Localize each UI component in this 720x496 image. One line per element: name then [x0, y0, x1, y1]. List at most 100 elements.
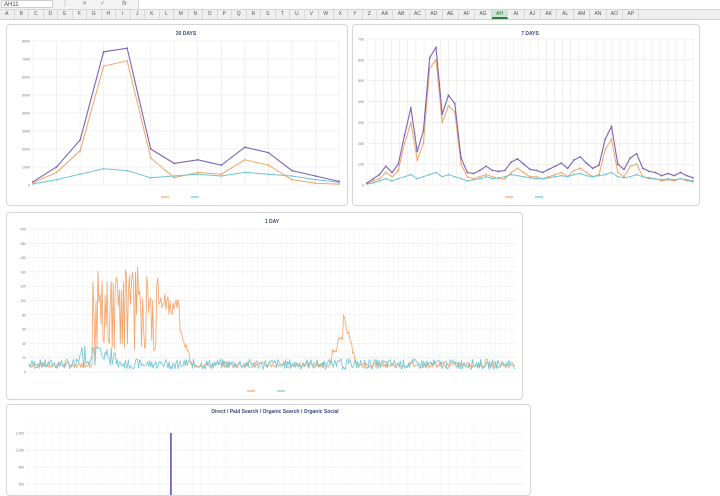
- chart-30-days-svg: 30 DAYS 0 1000 2000 3000 4000 5000 6000 7000 8000: [22, 31, 340, 198]
- column-header-q[interactable]: Q: [232, 10, 247, 19]
- data-point: [591, 167, 594, 170]
- column-header-ag[interactable]: AG: [475, 10, 492, 19]
- data-point: [541, 177, 544, 180]
- chart-title: Direct / Paid Search / Organic Search / …: [211, 409, 339, 415]
- column-header-al[interactable]: AL: [557, 10, 574, 19]
- column-header-p[interactable]: P: [218, 10, 232, 19]
- name-box[interactable]: AH11: [1, 0, 53, 8]
- data-point: [635, 163, 638, 166]
- data-point: [522, 175, 525, 178]
- column-header-ae[interactable]: AE: [443, 10, 459, 19]
- data-point: [79, 149, 81, 152]
- column-header-j[interactable]: J: [131, 10, 145, 19]
- y-tick-label: 1000: [22, 166, 30, 170]
- cancel-icon[interactable]: ✕: [82, 1, 88, 7]
- column-header-g[interactable]: G: [87, 10, 102, 19]
- column-header-ak[interactable]: AK: [541, 10, 558, 19]
- column-header-x[interactable]: X: [334, 10, 348, 19]
- column-header-s[interactable]: S: [261, 10, 276, 19]
- column-header-ad[interactable]: AD: [426, 10, 443, 19]
- data-point: [685, 174, 688, 177]
- column-header-an[interactable]: AN: [590, 10, 607, 19]
- y-tick-label: 5000: [22, 94, 30, 98]
- enter-icon[interactable]: ✓: [100, 1, 106, 7]
- chart-channels[interactable]: Direct / Paid Search / Organic Search / …: [6, 404, 531, 496]
- chart-1-day[interactable]: 1 DAY 0 20 40 60 80 100 120 140 160 180 200: [6, 212, 523, 400]
- column-header-ac[interactable]: AC: [410, 10, 427, 19]
- data-point: [610, 138, 613, 141]
- data-point: [102, 167, 105, 170]
- y-tick-label: 0: [24, 371, 26, 375]
- column-header-n[interactable]: N: [189, 10, 203, 19]
- data-point: [598, 174, 600, 177]
- data-point: [522, 163, 525, 166]
- column-header-r[interactable]: R: [247, 10, 261, 19]
- chart-30-days[interactable]: 30 DAYS 0 1000 2000 3000 4000 5000 6000 7000 8000: [6, 24, 348, 206]
- data-point: [485, 175, 488, 178]
- chart-title: 7 DAYS: [521, 31, 539, 37]
- formula-input[interactable]: [138, 0, 720, 9]
- data-point: [173, 175, 176, 177]
- column-header-e[interactable]: E: [58, 10, 73, 19]
- column-header-ao[interactable]: AO: [607, 10, 623, 19]
- column-header-a[interactable]: A: [0, 10, 15, 19]
- data-point: [243, 171, 246, 174]
- column-header-ap[interactable]: AP: [623, 10, 640, 19]
- column-header-af[interactable]: AF: [459, 10, 476, 19]
- column-header-i[interactable]: I: [116, 10, 131, 19]
- data-point: [535, 169, 538, 172]
- data-point: [384, 177, 387, 180]
- data-point: [422, 142, 425, 145]
- data-point: [585, 171, 588, 174]
- y-tick-label: 180: [20, 242, 26, 246]
- data-point: [220, 173, 223, 176]
- column-header-t[interactable]: T: [276, 10, 290, 19]
- data-point: [635, 173, 638, 176]
- chart-1-day-svg: 1 DAY 0 20 40 60 80 100 120 140 160 180 200: [20, 219, 516, 392]
- y-tick-label: 700: [358, 38, 364, 42]
- column-header-y[interactable]: Y: [348, 10, 363, 19]
- column-header-f[interactable]: F: [73, 10, 87, 19]
- column-header-c[interactable]: C: [29, 10, 44, 19]
- data-point: [267, 151, 270, 154]
- series-line-0: [32, 60, 340, 185]
- column-header-am[interactable]: AM: [574, 10, 591, 19]
- sheet-grid[interactable]: 30 DAYS 0 1000 2000 3000 4000 5000 6000 7000 8000…: [0, 20, 720, 496]
- data-point: [579, 172, 582, 175]
- column-header-w[interactable]: W: [319, 10, 334, 19]
- column-header-aj[interactable]: AJ: [525, 10, 541, 19]
- data-point: [384, 171, 387, 174]
- column-header-b[interactable]: B: [15, 10, 29, 19]
- data-point: [585, 162, 588, 165]
- column-header-m[interactable]: M: [174, 10, 189, 19]
- column-header-ab[interactable]: AB: [393, 10, 410, 19]
- data-point: [673, 178, 676, 181]
- column-header-h[interactable]: H: [102, 10, 116, 19]
- data-point: [623, 176, 625, 179]
- data-point: [416, 159, 419, 161]
- data-point: [149, 176, 152, 179]
- column-header-v[interactable]: V: [305, 10, 319, 19]
- column-header-aa[interactable]: AA: [377, 10, 394, 19]
- fx-icon[interactable]: fx: [122, 1, 127, 7]
- column-header-d[interactable]: D: [44, 10, 58, 19]
- column-header-k[interactable]: K: [145, 10, 160, 19]
- data-point: [510, 173, 513, 176]
- data-point: [32, 180, 34, 183]
- data-point: [243, 158, 246, 161]
- data-point: [79, 173, 81, 176]
- data-point: [554, 173, 556, 176]
- column-header-ai[interactable]: AI: [508, 10, 525, 19]
- dropdown-icon[interactable]: ⋮: [62, 1, 68, 7]
- data-point: [679, 171, 682, 174]
- data-point: [428, 173, 431, 176]
- column-header-o[interactable]: O: [203, 10, 218, 19]
- column-header-l[interactable]: L: [160, 10, 174, 19]
- column-header-ah[interactable]: AH: [491, 10, 509, 19]
- y-tick-label: 600: [358, 58, 364, 62]
- data-point: [535, 177, 538, 180]
- column-header-u[interactable]: U: [290, 10, 305, 19]
- data-point: [441, 175, 444, 178]
- chart-7-days[interactable]: 7 DAYS 0 100 200 300 400 500 600 700: [352, 24, 700, 206]
- column-header-z[interactable]: Z: [363, 10, 377, 19]
